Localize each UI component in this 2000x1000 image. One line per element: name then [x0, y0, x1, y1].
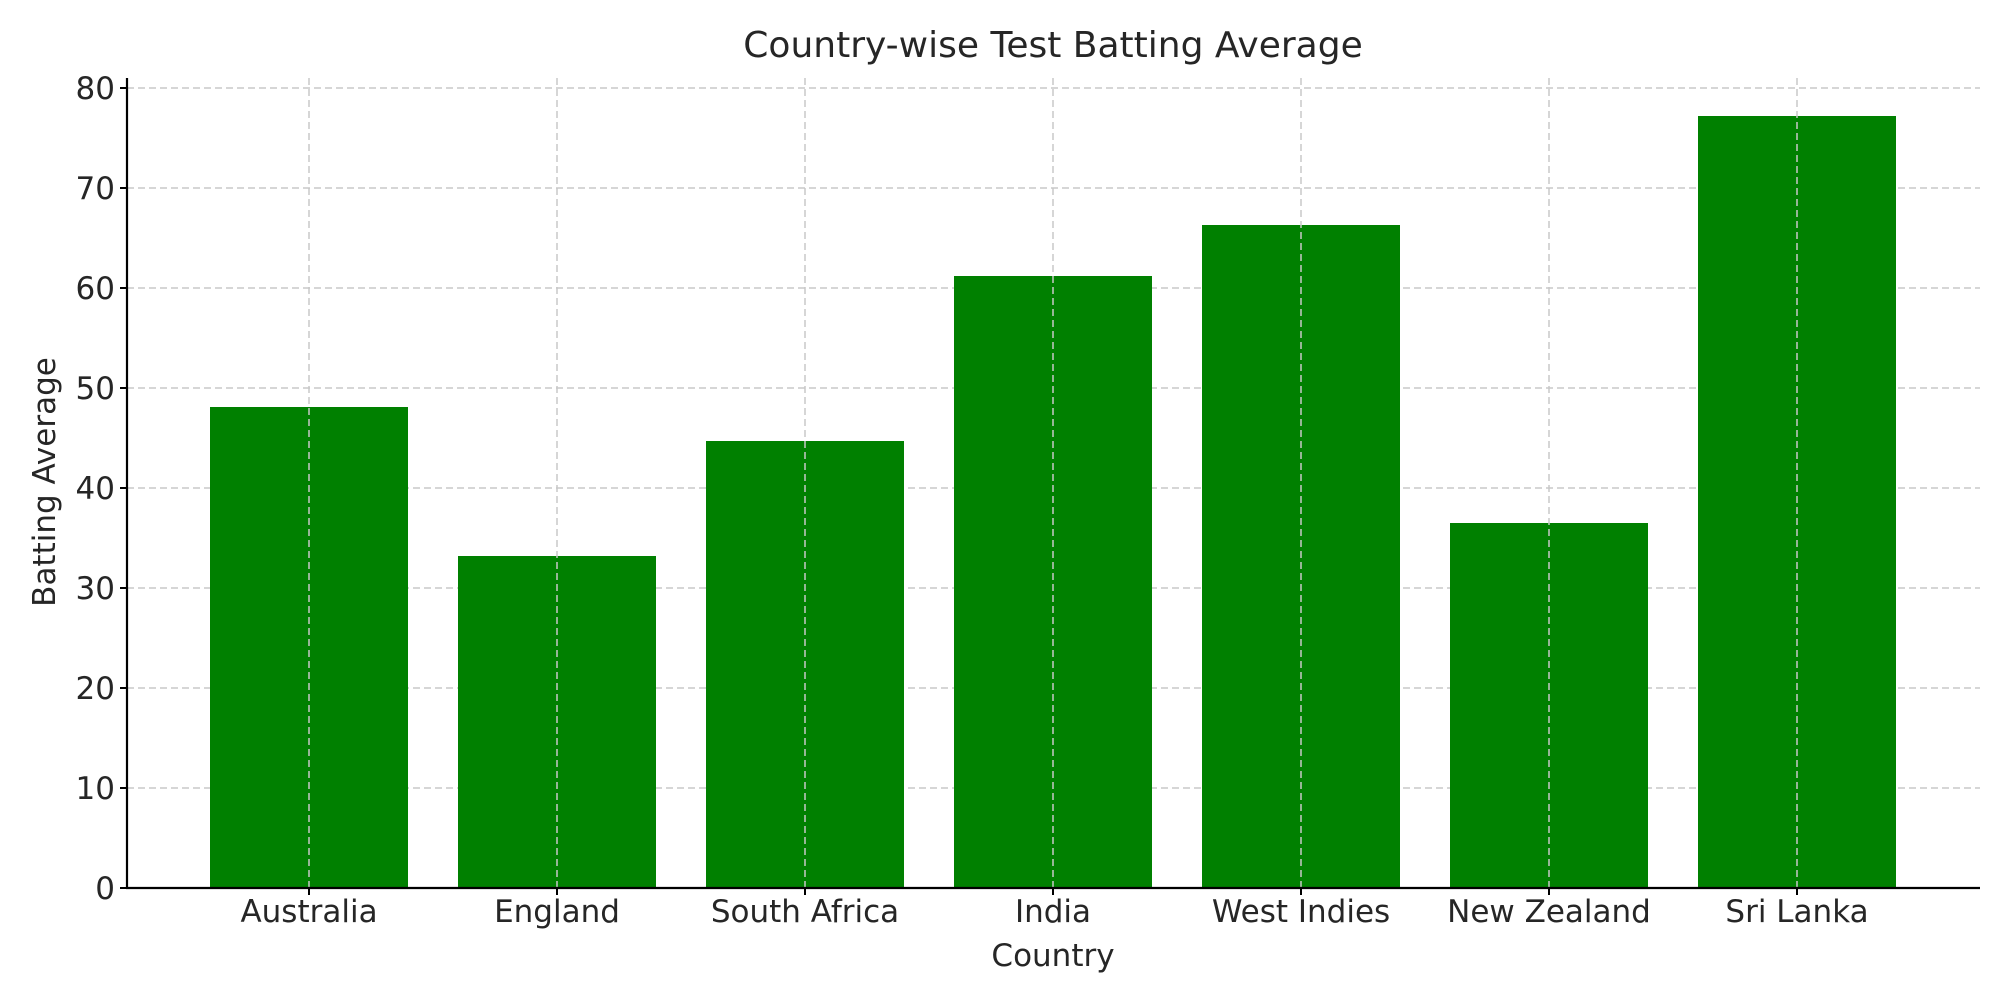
x-tick-label: England [494, 894, 620, 930]
y-axis-label: Batting Average [27, 357, 63, 607]
x-axis-label: Country [991, 938, 1114, 974]
x-tick-label: West Indies [1212, 894, 1390, 930]
x-tick-label: Sri Lanka [1725, 894, 1868, 930]
y-axis-ticks: 0 10 20 30 40 50 60 70 80 [76, 71, 127, 907]
y-tick-label: 40 [76, 471, 115, 507]
x-axis-ticks: Australia England South Africa India West In… [240, 888, 1869, 930]
x-tick-label: India [1015, 894, 1091, 930]
y-tick-label: 70 [76, 171, 115, 207]
y-tick-label: 0 [95, 871, 115, 907]
x-tick-label: New Zealand [1447, 894, 1651, 930]
x-tick-label: Australia [240, 894, 377, 930]
chart-title: Country-wise Test Batting Average [743, 25, 1362, 66]
y-tick-label: 10 [76, 771, 115, 807]
y-tick-label: 30 [76, 571, 115, 607]
y-tick-label: 60 [76, 271, 115, 307]
x-tick-label: South Africa [711, 894, 899, 930]
y-tick-label: 80 [76, 71, 115, 107]
y-tick-label: 20 [76, 671, 115, 707]
y-tick-label: 50 [76, 371, 115, 407]
vertical-grid-lines [308, 78, 1798, 888]
